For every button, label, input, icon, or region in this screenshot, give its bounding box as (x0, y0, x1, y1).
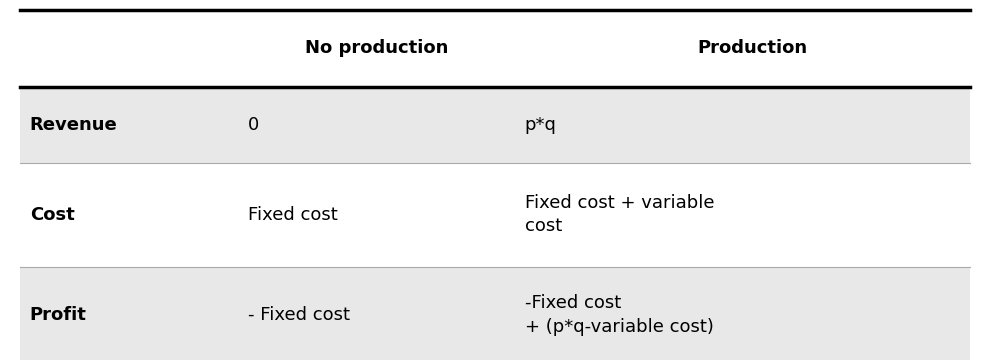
Text: - Fixed cost: - Fixed cost (248, 306, 349, 324)
Text: p*q: p*q (525, 116, 556, 134)
Bar (20, 266, 970, 360)
Text: Fixed cost + variable
cost: Fixed cost + variable cost (525, 194, 714, 235)
Text: Revenue: Revenue (30, 116, 118, 134)
Text: Cost: Cost (30, 206, 74, 224)
Text: Profit: Profit (30, 306, 86, 324)
Text: Fixed cost: Fixed cost (248, 206, 338, 224)
Text: -Fixed cost
+ (p*q-variable cost): -Fixed cost + (p*q-variable cost) (525, 294, 714, 336)
Text: 0: 0 (248, 116, 258, 134)
Text: Production: Production (697, 40, 808, 58)
Bar (20, 86, 970, 163)
Text: No production: No production (305, 40, 447, 58)
Bar (20, 163, 970, 266)
